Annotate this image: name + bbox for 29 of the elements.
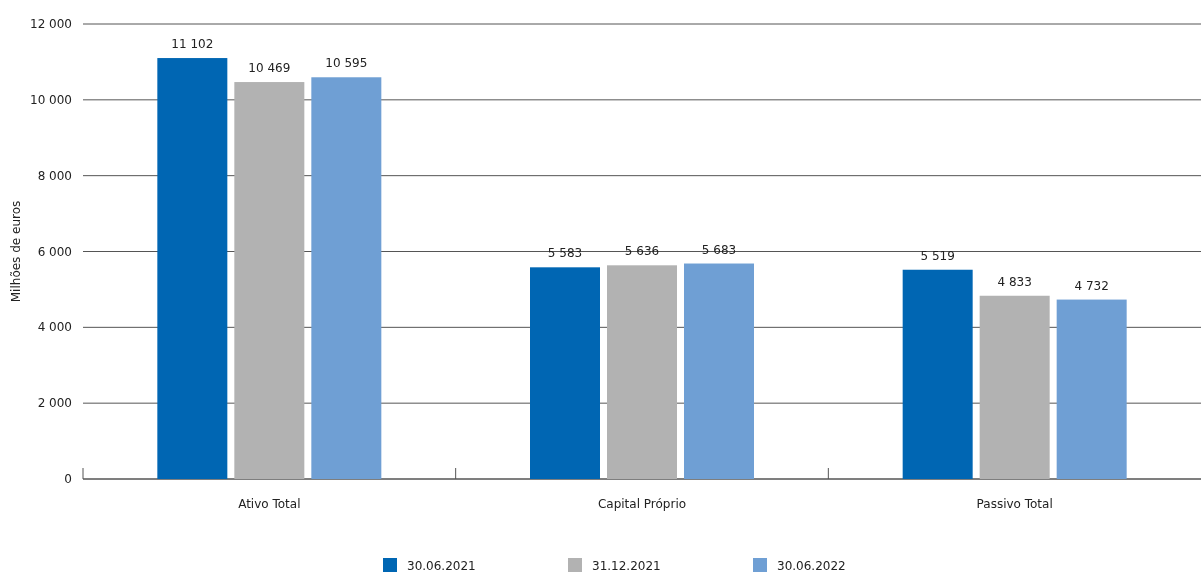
bar xyxy=(530,267,600,479)
y-tick-label: 2 000 xyxy=(37,396,72,411)
data-label: 4 732 xyxy=(1074,278,1109,293)
data-label: 10 469 xyxy=(248,61,291,76)
bar xyxy=(979,295,1050,479)
data-label: 4 833 xyxy=(997,274,1032,289)
y-tick-label: 10 000 xyxy=(30,92,72,107)
legend-label: 31.12.2021 xyxy=(592,559,661,573)
data-label: 5 519 xyxy=(920,248,955,263)
bar xyxy=(311,77,382,479)
legend-label: 30.06.2022 xyxy=(777,559,846,573)
y-tick-label: 12 000 xyxy=(30,17,72,31)
x-tick-label: Capital Próprio xyxy=(597,497,687,511)
legend-label: 30.06.2021 xyxy=(407,559,476,573)
y-tick-label: 8 000 xyxy=(37,168,72,183)
x-tick-label: Ativo Total xyxy=(238,497,301,511)
y-tick-label: 6 000 xyxy=(37,244,72,259)
y-axis-title: Milhões de euros xyxy=(9,200,23,303)
bar xyxy=(607,265,677,479)
bar xyxy=(684,263,754,479)
bar xyxy=(157,58,228,479)
bar xyxy=(1056,299,1127,479)
bar xyxy=(234,82,305,479)
y-tick-label: 0 xyxy=(64,472,72,486)
x-tick-label: Passivo Total xyxy=(976,497,1053,511)
y-tick-label: 4 000 xyxy=(37,320,72,335)
bar xyxy=(902,269,973,479)
data-label: 11 102 xyxy=(171,37,214,52)
data-label: 10 595 xyxy=(325,56,368,71)
